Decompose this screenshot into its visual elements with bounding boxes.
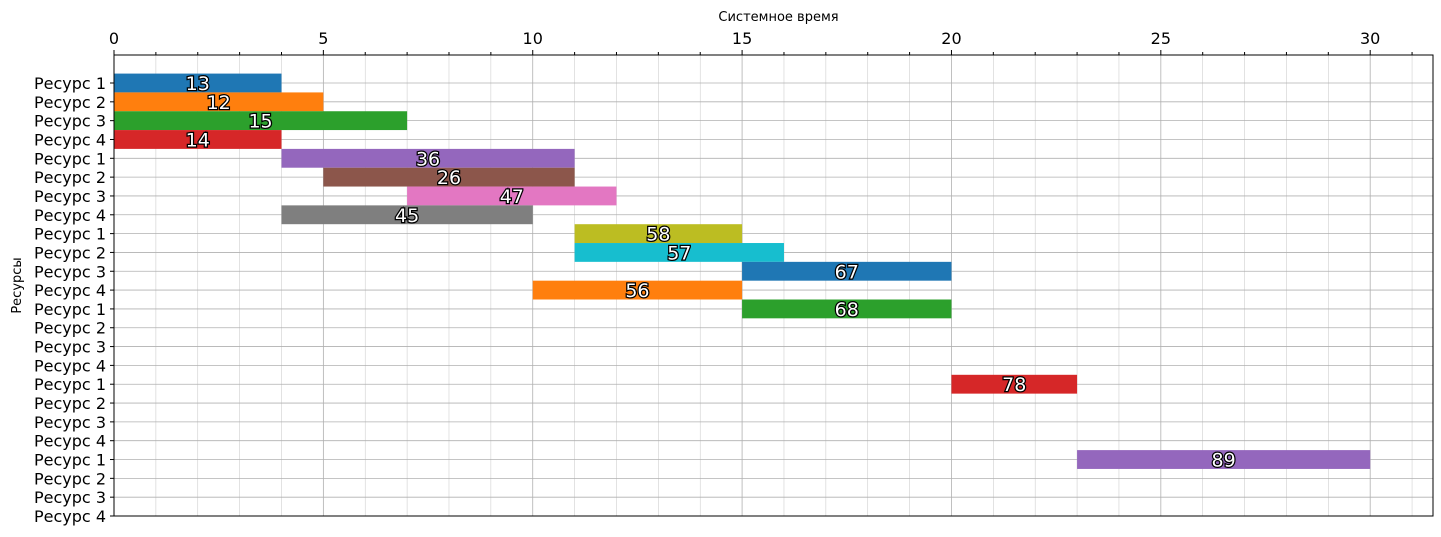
y-tick-label: Ресурс 4 [34, 356, 106, 375]
x-axis-ticks: 0 5 10 15 20 25 30 [109, 29, 1413, 55]
task-bar [114, 130, 282, 149]
task-bar-label: 57 [667, 242, 691, 264]
task-bar-label: 36 [416, 148, 440, 170]
task-bar-label: 89 [1212, 450, 1236, 472]
task-bar-label: 56 [625, 280, 649, 302]
y-tick-label: Ресурс 1 [34, 300, 106, 319]
y-tick-label: Ресурс 1 [34, 225, 106, 244]
y-tick-label: Ресурс 4 [34, 507, 106, 526]
bars-group [114, 73, 1371, 469]
task-bar-label: 26 [437, 167, 461, 189]
y-tick-label: Ресурс 3 [34, 187, 106, 206]
task-bar-label: 13 [186, 73, 210, 95]
x-tick-label: 20 [941, 29, 961, 48]
task-bar [951, 374, 1078, 394]
task-bar [114, 111, 408, 131]
task-bar [281, 148, 575, 168]
task-bar-label: 15 [248, 111, 272, 133]
y-tick-label: Ресурс 2 [34, 319, 106, 338]
task-bar-label: 68 [835, 299, 859, 321]
task-bar [114, 73, 282, 93]
y-tick-label: Ресурс 4 [34, 206, 106, 225]
y-tick-label: Ресурс 1 [34, 375, 106, 394]
y-tick-label: Ресурс 2 [34, 469, 106, 488]
x-tick-label: 30 [1360, 29, 1380, 48]
y-tick-label: Ресурс 4 [34, 432, 106, 451]
y-tick-label: Ресурс 2 [34, 93, 106, 112]
x-tick-label: 15 [732, 29, 752, 48]
y-axis-title: Ресурсы [10, 257, 25, 313]
task-bar [114, 92, 324, 112]
y-tick-label: Ресурс 1 [34, 74, 106, 93]
plot-frame [113, 54, 1434, 517]
x-axis-title: Системное время [718, 10, 838, 25]
task-bar [574, 243, 784, 262]
y-tick-label: Ресурс 2 [34, 168, 106, 187]
y-tick-label: Ресурс 4 [34, 281, 106, 300]
task-bar [1077, 450, 1371, 469]
task-bar-label: 67 [835, 261, 859, 283]
x-tick-label: 25 [1151, 29, 1171, 48]
task-bar [532, 280, 743, 300]
y-tick-label: Ресурс 3 [34, 338, 106, 357]
task-bar [407, 186, 617, 206]
task-bar [323, 167, 575, 187]
task-bar-label: 47 [500, 186, 524, 208]
x-tick-label: 0 [109, 29, 119, 48]
x-tick-label: 5 [318, 29, 328, 48]
y-tick-label: Ресурс 2 [34, 394, 106, 413]
task-bar [742, 261, 952, 281]
y-tick-label: Ресурс 1 [34, 149, 106, 168]
y-tick-label: Ресурс 3 [34, 112, 106, 131]
x-tick-label: 10 [523, 29, 543, 48]
y-tick-label: Ресурс 3 [34, 413, 106, 432]
task-bar [281, 205, 533, 225]
y-tick-label: Ресурс 4 [34, 130, 106, 149]
task-bar-label: 58 [646, 224, 670, 246]
task-bar-label: 78 [1002, 374, 1026, 396]
task-bar-label: 45 [395, 205, 419, 227]
task-bar-label: 12 [207, 92, 231, 114]
y-tick-label: Ресурс 3 [34, 262, 106, 281]
y-tick-label: Ресурс 3 [34, 488, 106, 507]
task-bar [574, 224, 743, 244]
y-tick-label: Ресурс 2 [34, 243, 106, 262]
task-bar-label: 14 [186, 129, 210, 151]
task-bar [742, 299, 952, 319]
y-tick-label: Ресурс 1 [34, 451, 106, 470]
